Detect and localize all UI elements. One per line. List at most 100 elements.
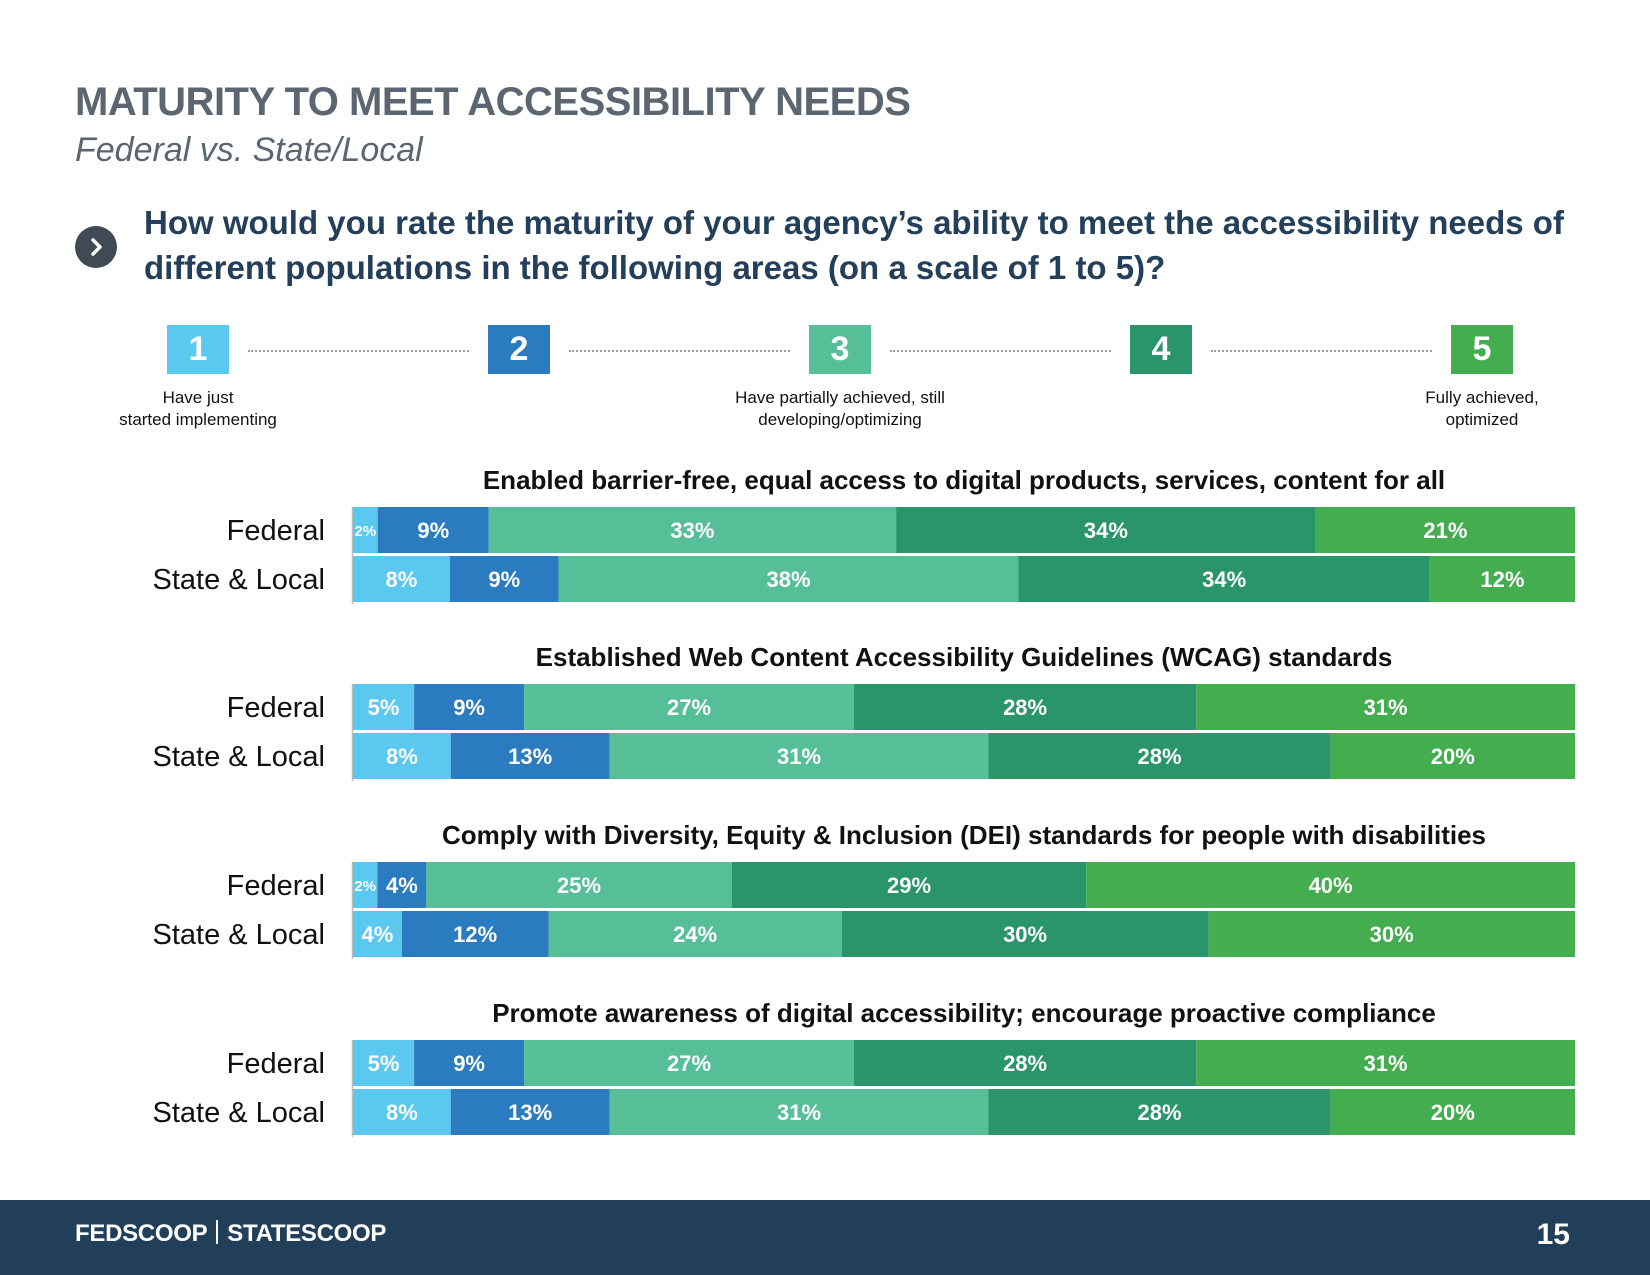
data-label: 20% (1431, 744, 1475, 769)
data-label: 4% (386, 873, 418, 898)
bar-segment (988, 1089, 1331, 1135)
footer: FEDSCOOP STATESCOOP 15 (0, 1200, 1650, 1275)
data-label: 24% (673, 922, 717, 947)
bar-segment (353, 1040, 415, 1086)
bar-segment (353, 684, 415, 730)
bar-segment (449, 556, 559, 602)
bar-segment (1018, 556, 1430, 602)
data-label: 28% (1003, 1051, 1047, 1076)
bar-segment (1330, 1089, 1575, 1135)
brand-fedscoop: FEDSCOOP (75, 1220, 208, 1247)
bar-segment (854, 1040, 1197, 1086)
panel-title: Promote awareness of digital accessibili… (492, 998, 1436, 1028)
bar-segment (414, 684, 525, 730)
brand-divider (216, 1220, 219, 1244)
brand-statescoop: STATESCOOP (227, 1220, 387, 1247)
data-label: 30% (1003, 922, 1047, 947)
data-label: 40% (1309, 873, 1353, 898)
data-label: 12% (453, 922, 497, 947)
data-label: 34% (1202, 567, 1246, 592)
data-label: 13% (508, 744, 552, 769)
data-label: 31% (777, 1100, 821, 1125)
page-subtitle: Federal vs. State/Local (75, 131, 423, 169)
bar-segment (558, 556, 1019, 602)
scale-label-1: Have just started implementing (119, 388, 277, 429)
stacked-bar-chart: Enabled barrier-free, equal access to di… (153, 465, 1575, 1137)
scale-connector (569, 350, 790, 352)
bar-segment (548, 911, 842, 957)
scale-connector (1211, 350, 1432, 352)
data-label: 34% (1084, 518, 1128, 543)
bar-segment (488, 507, 897, 553)
data-label: 20% (1431, 1100, 1475, 1125)
data-label: 25% (557, 873, 601, 898)
bar-segment (377, 507, 489, 553)
scale-label-3: Have partially achieved, still developing… (735, 388, 945, 429)
scale-label-5: Fully achieved, optimized (1425, 388, 1539, 429)
bar-segment (401, 911, 549, 957)
scale-box-2: 2 (488, 325, 550, 374)
bar-segment (353, 1089, 451, 1135)
row-label: Federal (227, 870, 325, 902)
data-label: 21% (1423, 518, 1467, 543)
bar-segment (524, 1040, 855, 1086)
brand-logo: FEDSCOOP STATESCOOP (75, 1220, 386, 1248)
data-label: 28% (1137, 744, 1181, 769)
data-label: 28% (1003, 695, 1047, 720)
bar-segment (353, 862, 378, 908)
data-label: 8% (385, 567, 417, 592)
bar-segment (1196, 1040, 1575, 1086)
scale-box-3: 3 (809, 325, 871, 374)
row-label: Federal (227, 692, 325, 724)
bar-segment (353, 556, 450, 602)
row-label: State & Local (153, 564, 326, 596)
data-label: 33% (670, 518, 714, 543)
bar-segment (377, 862, 427, 908)
bar-segment (353, 911, 402, 957)
page-title: MATURITY TO MEET ACCESSIBILITY NEEDS (75, 80, 911, 124)
bar-segment (353, 507, 378, 553)
panel-title: Comply with Diversity, Equity & Inclusio… (442, 820, 1486, 850)
bar-segment (841, 911, 1209, 957)
page-number: 15 (1536, 1218, 1570, 1251)
scale-connector (248, 350, 469, 352)
data-label: 28% (1137, 1100, 1181, 1125)
row-label: Federal (227, 515, 325, 547)
data-label: 9% (453, 1051, 485, 1076)
data-label: 9% (453, 695, 485, 720)
data-label: 13% (508, 1100, 552, 1125)
data-label: 8% (386, 744, 418, 769)
data-label: 8% (386, 1100, 418, 1125)
data-label: 38% (767, 567, 811, 592)
panel-title: Established Web Content Accessibility Gu… (536, 642, 1393, 672)
bar-segment (1196, 684, 1575, 730)
data-label: 2% (354, 878, 376, 895)
data-label: 5% (368, 695, 400, 720)
survey-question: How would you rate the maturity of your … (144, 204, 1564, 286)
bar-segment (731, 862, 1087, 908)
row-label: State & Local (153, 741, 326, 773)
bar-segment (524, 684, 855, 730)
data-label: 12% (1480, 567, 1524, 592)
bar-segment (988, 733, 1331, 779)
scale-box-5: 5 (1451, 325, 1513, 374)
row-label: Federal (227, 1048, 325, 1080)
chevron-right-icon (75, 226, 117, 268)
data-label: 2% (354, 523, 376, 540)
data-label: 9% (488, 567, 520, 592)
data-label: 27% (667, 1051, 711, 1076)
scale-connector (890, 350, 1111, 352)
bar-segment (353, 733, 451, 779)
data-label: 31% (1364, 1051, 1408, 1076)
bar-segment (1315, 507, 1575, 553)
scale-box-1: 1 (167, 325, 229, 374)
row-label: State & Local (153, 1097, 326, 1129)
bar-segment (896, 507, 1316, 553)
bar-segment (1429, 556, 1575, 602)
data-label: 4% (362, 922, 394, 947)
panel-title: Enabled barrier-free, equal access to di… (483, 465, 1445, 495)
data-label: 31% (1364, 695, 1408, 720)
bar-segment (450, 1089, 610, 1135)
data-label: 5% (368, 1051, 400, 1076)
data-label: 27% (667, 695, 711, 720)
